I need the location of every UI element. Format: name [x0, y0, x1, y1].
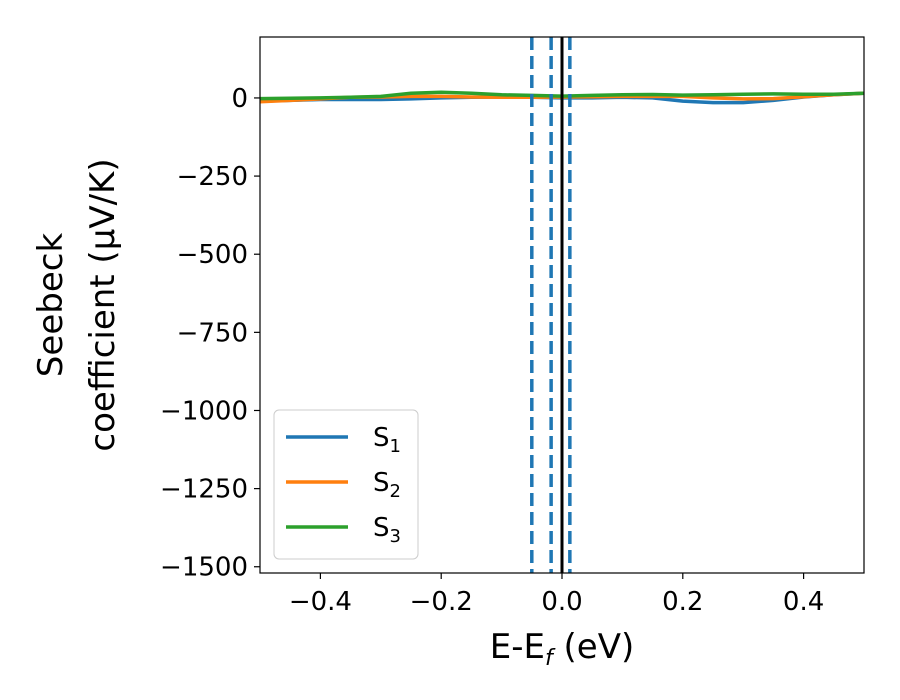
legend: S1 S2 S3 [273, 409, 419, 560]
y-axis-label-line2: coefficient (μV/K) [83, 158, 123, 451]
x-tick-label-0: −0.4 [289, 587, 352, 617]
x-tick-label-2: 0.0 [541, 587, 582, 617]
x-tick-label-3: 0.2 [662, 587, 703, 617]
legend-label-1: S1 [373, 423, 401, 457]
x-tick-label-4: 0.4 [783, 587, 824, 617]
legend-box [273, 409, 419, 560]
y-tick-label-2: −500 [177, 240, 248, 270]
vertical-lines [530, 37, 572, 573]
x-axis-ticks: −0.4 −0.2 0.0 0.2 0.4 [289, 573, 824, 617]
y-tick-label-6: −1500 [160, 553, 248, 583]
y-tick-label-3: −750 [177, 318, 248, 348]
y-tick-label-1: −250 [177, 162, 248, 192]
y-axis-label: Seebeck coefficient (μV/K) [31, 158, 123, 451]
y-tick-label-0: 0 [231, 84, 248, 114]
x-axis-label: E-Ef (eV) [490, 627, 635, 671]
y-axis-label-line1: Seebeck [31, 233, 71, 378]
legend-label-3: S3 [373, 513, 401, 547]
legend-label-2: S2 [373, 468, 401, 502]
x-tick-label-1: −0.2 [410, 587, 473, 617]
y-tick-label-5: −1250 [160, 475, 248, 505]
y-axis-ticks: 0 −250 −500 −750 −1000 −1250 −1500 [160, 84, 260, 583]
y-tick-label-4: −1000 [160, 396, 248, 426]
